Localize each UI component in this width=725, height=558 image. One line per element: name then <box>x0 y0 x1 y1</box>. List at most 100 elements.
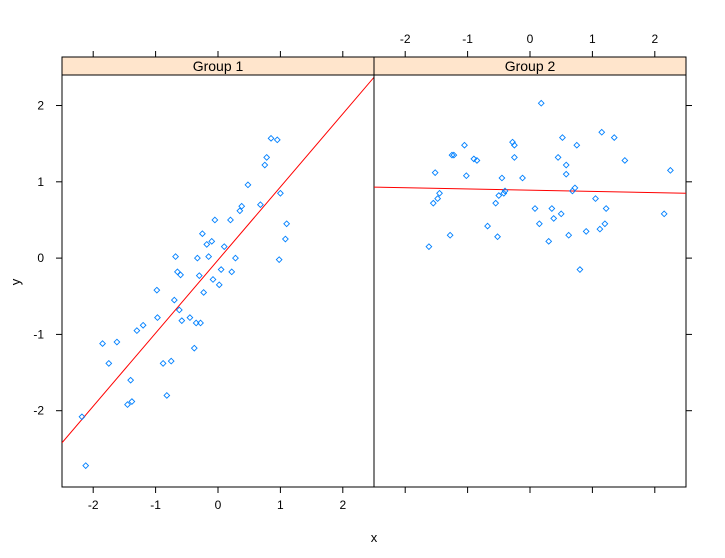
data-point <box>175 306 183 314</box>
data-point <box>203 240 211 248</box>
data-point <box>573 141 581 149</box>
axes-layer: -2 -1 0 1 2 -2 -1 0 1 2 -2 -1 0 1 2 <box>33 32 692 512</box>
data-point <box>211 216 219 224</box>
data-point <box>276 189 284 197</box>
data-point <box>431 169 439 177</box>
x-tick-label-top: 0 <box>527 32 534 46</box>
data-point <box>198 230 206 238</box>
data-point <box>228 268 236 276</box>
panels-layer: Group 1 Group 2 <box>61 56 687 488</box>
data-point <box>193 254 201 262</box>
data-point <box>550 215 558 222</box>
data-point <box>498 174 506 182</box>
x-tick-label-bottom: 0 <box>215 498 222 512</box>
data-point <box>190 344 198 352</box>
data-point <box>275 256 283 264</box>
y-tick-label: 2 <box>37 99 44 113</box>
data-point <box>215 281 223 289</box>
data-point <box>429 199 437 207</box>
data-point <box>159 359 167 367</box>
data-point <box>163 392 171 399</box>
data-point <box>186 314 194 322</box>
data-point <box>154 314 161 322</box>
data-point <box>113 338 121 346</box>
data-point <box>473 157 481 164</box>
data-point <box>273 136 281 144</box>
data-point <box>267 134 275 142</box>
data-point <box>554 153 562 161</box>
data-point <box>610 134 618 141</box>
data-point <box>666 166 674 174</box>
data-point <box>446 231 454 239</box>
data-point <box>283 220 291 228</box>
data-point <box>494 233 501 241</box>
data-point <box>601 220 609 228</box>
data-point <box>495 192 503 199</box>
data-point <box>217 266 225 273</box>
y-tick-label: -2 <box>33 404 44 418</box>
data-point <box>209 276 217 283</box>
data-point <box>548 205 556 212</box>
data-point <box>582 227 590 235</box>
data-point <box>434 195 442 203</box>
data-point <box>436 189 443 197</box>
data-point <box>537 99 545 107</box>
data-point <box>170 296 178 304</box>
data-point <box>172 253 180 261</box>
x-tick-label-bottom: -2 <box>88 498 99 512</box>
data-point <box>461 141 468 149</box>
x-tick-label-top: -1 <box>462 32 473 46</box>
data-point <box>545 237 553 245</box>
data-point <box>571 184 579 192</box>
strip-label: Group 1 <box>193 58 244 74</box>
panel-2: Group 2 <box>373 56 687 488</box>
x-tick-label-top: -2 <box>400 32 411 46</box>
data-point <box>177 271 184 279</box>
data-point <box>236 207 244 215</box>
strip-label: Group 2 <box>505 58 556 74</box>
data-point <box>484 222 492 230</box>
data-point <box>510 153 518 161</box>
fit-line <box>62 76 374 444</box>
data-point <box>105 359 113 367</box>
data-point <box>232 254 239 262</box>
data-point <box>281 235 289 243</box>
data-point <box>244 181 252 189</box>
data-point <box>99 340 106 347</box>
data-point <box>208 237 216 245</box>
data-point <box>261 161 269 169</box>
data-point <box>559 134 566 141</box>
data-point <box>602 205 610 212</box>
data-point <box>238 202 246 210</box>
data-point <box>220 243 228 251</box>
data-point <box>510 141 518 149</box>
y-tick-label: 0 <box>37 251 44 265</box>
data-point <box>127 376 135 384</box>
data-point <box>197 319 204 327</box>
data-point <box>509 138 516 146</box>
y-axis-title: y <box>8 278 23 285</box>
data-point <box>263 153 271 161</box>
data-point <box>178 317 186 325</box>
data-point <box>139 321 147 329</box>
panel-frame <box>61 74 375 488</box>
data-point <box>448 151 456 159</box>
data-point <box>576 266 584 273</box>
data-point <box>557 210 565 218</box>
x-tick-label-top: 1 <box>589 32 596 46</box>
x-tick-label-top: 2 <box>651 32 658 46</box>
data-point <box>562 161 570 169</box>
data-point <box>492 199 500 207</box>
data-point <box>78 413 86 421</box>
data-point <box>501 187 509 195</box>
data-point <box>562 170 570 178</box>
data-point <box>128 398 136 405</box>
fit-line <box>374 186 686 194</box>
data-point <box>205 253 213 261</box>
data-point <box>596 225 604 233</box>
data-point <box>153 286 161 294</box>
data-point <box>195 272 203 280</box>
data-point <box>592 195 599 203</box>
data-point <box>82 462 90 470</box>
x-axis-title: x <box>371 530 378 545</box>
